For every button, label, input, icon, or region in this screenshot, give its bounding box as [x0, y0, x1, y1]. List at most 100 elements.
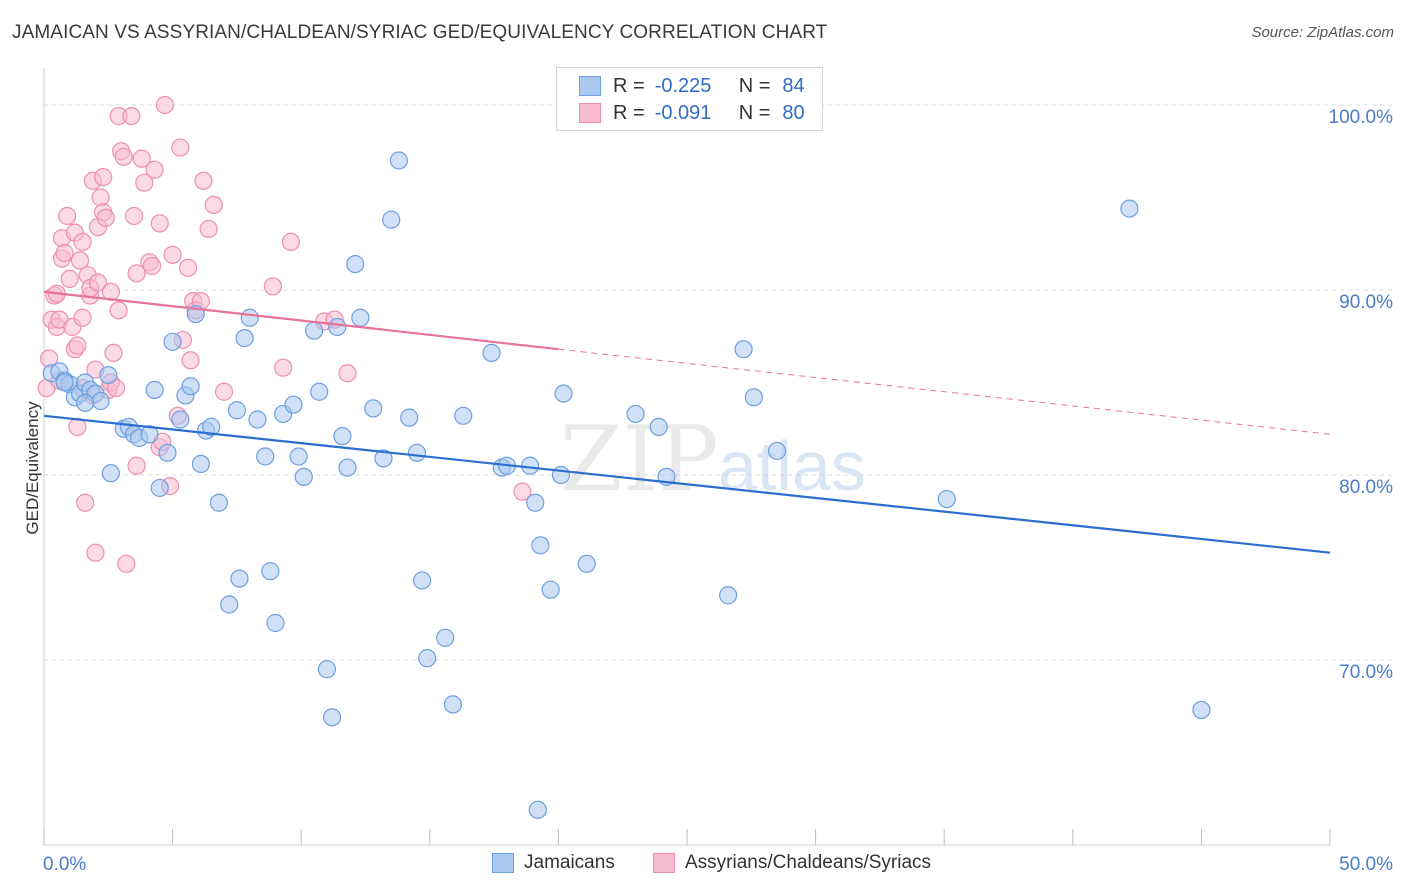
- jamaican-point: [531, 536, 550, 555]
- assyrian-point: [76, 493, 95, 512]
- assyrian-point: [281, 232, 301, 251]
- blue-swatch: [579, 76, 601, 96]
- jamaican-point: [418, 649, 437, 668]
- assyrian-point: [88, 273, 108, 292]
- chart-title: JAMAICAN VS ASSYRIAN/CHALDEAN/SYRIAC GED…: [12, 22, 828, 43]
- jamaican-point: [364, 399, 383, 418]
- jamaican-point: [289, 447, 308, 466]
- legend-item-assyrians: Assyrians/Chaldeans/Syriacs: [653, 852, 931, 874]
- jamaican-point: [317, 660, 337, 679]
- jamaican-point: [99, 366, 118, 385]
- assyrian-point: [114, 147, 133, 166]
- jamaican-point: [351, 308, 370, 327]
- jamaican-point: [181, 377, 200, 396]
- jamaican-point: [322, 708, 342, 727]
- jamaican-point: [649, 417, 668, 436]
- jamaican-point: [230, 569, 249, 588]
- n-value: 84: [782, 74, 805, 97]
- jamaican-point: [374, 449, 393, 468]
- jamaican-point: [389, 151, 409, 170]
- r-value: -0.091: [654, 101, 712, 124]
- jamaican-point: [436, 628, 455, 647]
- jamaican-point: [1120, 199, 1139, 218]
- legend-row-assyrians: R = -0.091 N = 80: [579, 100, 805, 126]
- jamaican-point: [310, 382, 329, 401]
- assyrian-point: [94, 168, 113, 187]
- assyrian-point: [96, 208, 115, 227]
- assyrian-point: [70, 251, 90, 270]
- jamaican-point: [209, 493, 228, 512]
- x-tick-label: 0.0%: [43, 854, 86, 875]
- jamaican-point: [521, 456, 540, 475]
- watermark-zip: ZIP: [560, 407, 719, 512]
- assyrian-point: [204, 195, 223, 214]
- jamaican-point: [482, 343, 501, 362]
- jamaican-point: [734, 340, 753, 359]
- assyrian-point: [513, 482, 532, 501]
- jamaican-point: [91, 391, 110, 411]
- jamaican-trend-line: [43, 414, 1331, 554]
- jamaican-point: [407, 443, 427, 462]
- y-tick-label: 70.0%: [1339, 662, 1393, 683]
- assyrian-point: [127, 456, 146, 475]
- jamaican-point: [338, 458, 357, 477]
- legend-label-jamaicans: Jamaicans: [524, 852, 615, 873]
- jamaican-point: [333, 427, 352, 446]
- jamaican-point: [150, 478, 169, 498]
- assyrian-point: [178, 258, 198, 277]
- jamaican-point: [140, 425, 159, 444]
- blue-swatch: [492, 853, 514, 873]
- jamaican-point: [55, 373, 74, 392]
- legend-item-jamaicans: Jamaicans: [492, 852, 615, 874]
- assyrian-point: [91, 188, 110, 207]
- assyrian-point: [338, 364, 357, 383]
- jamaican-point: [412, 571, 432, 590]
- jamaican-point: [551, 465, 571, 485]
- r-value: -0.225: [654, 74, 712, 97]
- jamaican-point: [443, 695, 463, 714]
- correlation-legend: R = -0.225 N = 84 R = -0.091 N = 80: [556, 67, 823, 131]
- assyrian-point: [214, 382, 234, 401]
- assyrian-point: [104, 343, 123, 362]
- legend-label-assyrians: Assyrians/Chaldeans/Syriacs: [685, 852, 932, 873]
- pink-swatch: [653, 853, 675, 873]
- assyrian-point: [73, 308, 92, 327]
- jamaican-point: [235, 329, 254, 348]
- trend-lines: [43, 290, 1331, 554]
- assyrian-points: [37, 95, 532, 573]
- assyrian-point: [68, 336, 87, 355]
- watermark-atlas: atlas: [718, 427, 866, 505]
- y-tick-label: 90.0%: [1339, 292, 1393, 313]
- n-label: N =: [738, 101, 771, 124]
- jamaican-point: [541, 580, 560, 599]
- assyrian-point: [86, 543, 105, 562]
- jamaican-point: [577, 554, 596, 573]
- x-tick-label: 50.0%: [1339, 854, 1393, 875]
- jamaican-point: [220, 595, 239, 614]
- assyrian-point: [132, 149, 151, 168]
- jamaican-point: [256, 447, 275, 466]
- jamaican-point: [284, 395, 303, 414]
- assyrian-point: [181, 351, 200, 370]
- jamaican-point: [191, 454, 210, 473]
- jamaican-point: [526, 493, 545, 512]
- jamaican-point: [454, 406, 473, 425]
- assyrian-point: [150, 214, 169, 233]
- jamaican-point: [304, 321, 324, 340]
- jamaican-point: [937, 489, 956, 509]
- n-value: 80: [782, 101, 805, 124]
- jamaican-point: [626, 404, 645, 424]
- r-label: R =: [613, 74, 645, 97]
- assyrian-point: [163, 245, 182, 264]
- jamaican-point: [76, 393, 95, 412]
- jamaican-point: [528, 800, 547, 819]
- jamaican-point: [719, 586, 738, 605]
- assyrian-point: [135, 173, 154, 192]
- jamaican-point: [261, 562, 280, 581]
- assyrian-point: [142, 256, 162, 276]
- assyrian-point: [194, 171, 213, 190]
- x-tick-labels: 0.0% 50.0%: [43, 854, 1393, 875]
- assyrian-point: [109, 301, 128, 320]
- assyrian-point: [58, 206, 77, 226]
